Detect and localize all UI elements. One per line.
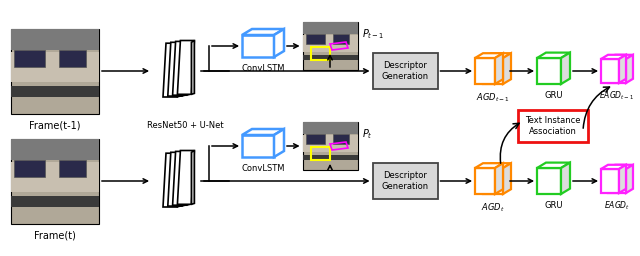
- Polygon shape: [503, 163, 511, 194]
- Polygon shape: [475, 53, 503, 58]
- Polygon shape: [483, 58, 503, 84]
- Polygon shape: [601, 59, 619, 83]
- Polygon shape: [242, 129, 284, 135]
- FancyBboxPatch shape: [303, 22, 358, 70]
- Text: $EAGD_t$: $EAGD_t$: [604, 200, 630, 212]
- Polygon shape: [626, 165, 633, 193]
- FancyBboxPatch shape: [11, 28, 99, 113]
- Polygon shape: [242, 35, 274, 57]
- Polygon shape: [182, 42, 185, 96]
- Polygon shape: [537, 58, 561, 84]
- Text: GRU: GRU: [544, 91, 563, 100]
- FancyBboxPatch shape: [60, 160, 86, 177]
- Polygon shape: [163, 43, 180, 97]
- Polygon shape: [561, 52, 570, 84]
- Text: $AGD_t$: $AGD_t$: [481, 201, 505, 214]
- Polygon shape: [608, 165, 633, 169]
- Text: $EAGD_{t-1}$: $EAGD_{t-1}$: [599, 90, 635, 102]
- FancyBboxPatch shape: [305, 134, 324, 144]
- Text: Descriptor
Generation: Descriptor Generation: [381, 61, 429, 81]
- Text: Descriptor
Generation: Descriptor Generation: [381, 171, 429, 191]
- Polygon shape: [242, 29, 284, 35]
- Polygon shape: [168, 152, 185, 206]
- Text: ConvLSTM: ConvLSTM: [241, 64, 285, 73]
- Polygon shape: [619, 165, 626, 193]
- FancyBboxPatch shape: [11, 196, 99, 207]
- FancyBboxPatch shape: [372, 53, 438, 89]
- Polygon shape: [608, 59, 626, 83]
- Text: Frame(t): Frame(t): [34, 230, 76, 240]
- FancyBboxPatch shape: [333, 134, 349, 144]
- Polygon shape: [274, 29, 284, 57]
- FancyBboxPatch shape: [303, 22, 358, 34]
- Polygon shape: [483, 168, 503, 194]
- Polygon shape: [475, 163, 503, 168]
- Polygon shape: [503, 53, 511, 84]
- Polygon shape: [608, 55, 633, 59]
- FancyBboxPatch shape: [11, 28, 99, 50]
- Polygon shape: [177, 43, 180, 97]
- FancyBboxPatch shape: [518, 110, 588, 142]
- Polygon shape: [475, 58, 495, 84]
- Polygon shape: [173, 41, 189, 95]
- Polygon shape: [537, 168, 561, 194]
- FancyBboxPatch shape: [303, 35, 358, 52]
- Polygon shape: [537, 52, 570, 58]
- Polygon shape: [182, 152, 185, 206]
- Text: GRU: GRU: [544, 201, 563, 210]
- FancyBboxPatch shape: [11, 138, 99, 223]
- Polygon shape: [626, 55, 633, 83]
- Text: Frame(t-1): Frame(t-1): [29, 121, 81, 131]
- FancyBboxPatch shape: [303, 122, 358, 170]
- Polygon shape: [177, 40, 195, 94]
- FancyBboxPatch shape: [11, 52, 99, 82]
- FancyBboxPatch shape: [60, 50, 86, 67]
- Polygon shape: [601, 169, 619, 193]
- Text: $P_t$: $P_t$: [362, 127, 372, 141]
- Text: ConvLSTM: ConvLSTM: [241, 164, 285, 173]
- Text: $AGD_{t-1}$: $AGD_{t-1}$: [476, 91, 510, 103]
- Polygon shape: [608, 169, 626, 193]
- Polygon shape: [475, 168, 495, 194]
- Polygon shape: [191, 40, 195, 94]
- FancyBboxPatch shape: [303, 55, 358, 60]
- Polygon shape: [242, 135, 274, 157]
- Polygon shape: [601, 165, 626, 169]
- Polygon shape: [191, 151, 195, 204]
- FancyBboxPatch shape: [333, 34, 349, 44]
- Polygon shape: [537, 163, 570, 168]
- Polygon shape: [483, 163, 511, 168]
- Polygon shape: [187, 151, 189, 205]
- FancyBboxPatch shape: [303, 122, 358, 134]
- Text: ResNet50 + U-Net: ResNet50 + U-Net: [147, 122, 223, 131]
- Polygon shape: [163, 153, 180, 207]
- Polygon shape: [619, 55, 626, 83]
- Polygon shape: [483, 53, 511, 58]
- Polygon shape: [187, 41, 189, 95]
- Polygon shape: [495, 163, 503, 194]
- Polygon shape: [495, 53, 503, 84]
- FancyBboxPatch shape: [305, 34, 324, 44]
- Polygon shape: [177, 151, 195, 204]
- FancyBboxPatch shape: [303, 135, 358, 152]
- Polygon shape: [601, 55, 626, 59]
- FancyBboxPatch shape: [11, 86, 99, 97]
- FancyBboxPatch shape: [14, 160, 45, 177]
- FancyBboxPatch shape: [372, 163, 438, 199]
- FancyBboxPatch shape: [11, 138, 99, 160]
- FancyBboxPatch shape: [14, 50, 45, 67]
- Polygon shape: [561, 163, 570, 194]
- Polygon shape: [177, 153, 180, 207]
- Polygon shape: [274, 129, 284, 157]
- Polygon shape: [173, 151, 189, 205]
- Text: Text Instance
Association: Text Instance Association: [525, 116, 580, 136]
- FancyBboxPatch shape: [303, 155, 358, 161]
- Polygon shape: [168, 42, 185, 96]
- FancyBboxPatch shape: [11, 162, 99, 192]
- Text: $P_{t-1}$: $P_{t-1}$: [362, 27, 384, 41]
